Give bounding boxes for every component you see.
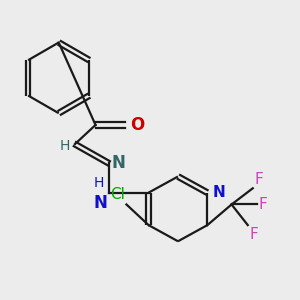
Text: N: N [93, 194, 107, 212]
Text: H: H [94, 176, 104, 190]
Text: N: N [213, 185, 226, 200]
Text: H: H [60, 140, 70, 154]
Text: F: F [249, 226, 258, 242]
Text: F: F [258, 197, 267, 212]
Text: F: F [254, 172, 263, 187]
Text: O: O [130, 116, 145, 134]
Text: N: N [112, 154, 126, 172]
Text: Cl: Cl [110, 187, 125, 202]
